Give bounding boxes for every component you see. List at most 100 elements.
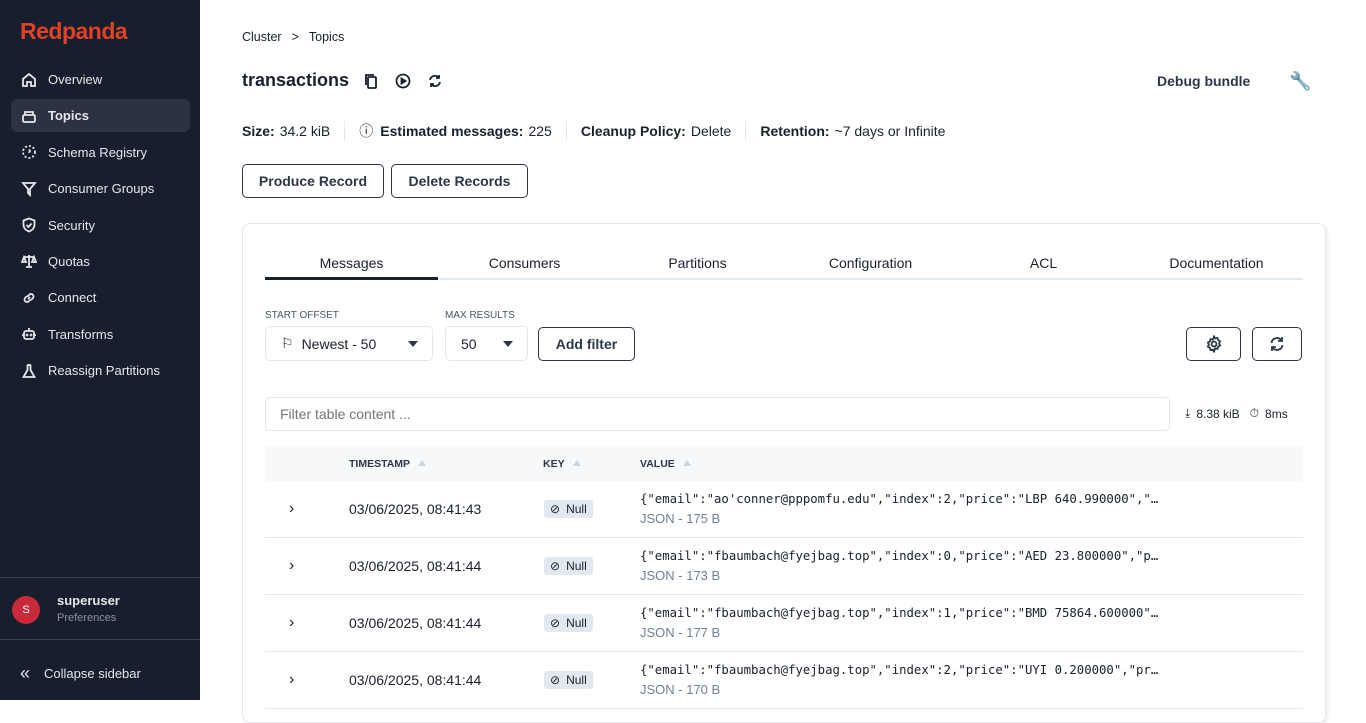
- tab-configuration[interactable]: Configuration: [828, 255, 913, 271]
- sidebar-item-connect[interactable]: Connect: [11, 281, 190, 314]
- filter-table-input[interactable]: [265, 397, 1170, 431]
- sort-icon: [682, 460, 691, 466]
- column-value[interactable]: VALUE: [640, 458, 691, 470]
- delete-records-button[interactable]: Delete Records: [391, 164, 528, 198]
- value-meta: JSON - 177 B: [640, 625, 721, 640]
- key-badge: ⊘ Null: [544, 500, 593, 518]
- settings-button[interactable]: [1186, 327, 1241, 361]
- flag-icon: ⚐: [281, 335, 294, 351]
- value-cell: {"email":"fbaumbach@fyejbag.top","index"…: [640, 549, 1159, 563]
- sidebar-item-label: Overview: [48, 72, 103, 87]
- stat-cleanup-policy: Cleanup Policy: Delete: [581, 121, 747, 141]
- tab-list: Messages Consumers Partitions Configurat…: [265, 244, 1303, 280]
- sidebar-item-label: Consumer Groups: [48, 181, 155, 197]
- topic-stats: Size: 34.2 kiB ⓘ Estimated messages: 225 Cl…: [242, 121, 973, 141]
- sort-icon: [572, 460, 581, 466]
- table-row[interactable]: › 03/06/2025, 08:41:44 ⊘ Null {"email":"f…: [265, 538, 1303, 595]
- sidebar-item-security[interactable]: Security: [11, 209, 190, 242]
- expand-chevron-icon[interactable]: ›: [289, 500, 295, 517]
- start-offset-select[interactable]: ⚐ Newest - 50: [265, 326, 433, 361]
- sort-icon: [418, 460, 427, 466]
- tab-documentation[interactable]: Documentation: [1169, 255, 1264, 271]
- stopwatch-icon: ⏱: [1249, 406, 1260, 420]
- timestamp-cell: 03/06/2025, 08:41:43: [349, 501, 482, 517]
- sidebar-item-reassign-partitions[interactable]: Reassign Partitions: [11, 354, 190, 387]
- expand-chevron-icon[interactable]: ›: [289, 614, 295, 631]
- filter-icon: [21, 181, 37, 197]
- expand-chevron-icon[interactable]: ›: [289, 557, 295, 574]
- value-meta: JSON - 173 B: [640, 568, 721, 583]
- tab-acl[interactable]: ACL: [1029, 255, 1058, 271]
- value-cell: {"email":"fbaumbach@fyejbag.top","index"…: [640, 663, 1159, 677]
- table-row[interactable]: › 03/06/2025, 08:41:44 ⊘ Null {"email":"f…: [265, 652, 1303, 709]
- breadcrumb-topics[interactable]: Topics: [308, 30, 345, 44]
- sidebar-item-label: Reassign Partitions: [48, 363, 160, 379]
- wrench-icon[interactable]: 🔧: [1289, 71, 1312, 91]
- sidebar-item-label: Connect: [48, 290, 97, 306]
- sidebar-item-overview[interactable]: Overview: [11, 63, 190, 96]
- column-key[interactable]: KEY: [543, 458, 581, 470]
- sidebar-nav: Overview Topics Schema Registry Consumer…: [11, 63, 190, 391]
- stat-size: Size: 34.2 kiB: [242, 121, 346, 141]
- sidebar-item-transforms[interactable]: Transforms: [11, 318, 190, 351]
- preferences-link[interactable]: Preferences: [57, 612, 117, 624]
- page-title-row: transactions: [242, 70, 445, 91]
- page-title: transactions: [242, 70, 350, 90]
- caret-down-icon: [503, 341, 513, 347]
- key-badge: ⊘ Null: [544, 557, 593, 575]
- flask-icon: [21, 363, 37, 378]
- debug-bundle-button[interactable]: Debug bundle: [1157, 73, 1251, 89]
- sidebar-item-quotas[interactable]: Quotas: [11, 245, 190, 278]
- timestamp-cell: 03/06/2025, 08:41:44: [349, 672, 482, 688]
- value-meta: JSON - 175 B: [640, 511, 721, 526]
- refresh-button[interactable]: [1252, 327, 1302, 361]
- play-icon[interactable]: [393, 71, 413, 91]
- tab-messages[interactable]: Messages: [265, 244, 438, 280]
- max-results-select[interactable]: 50: [445, 326, 528, 361]
- sidebar-item-label: Quotas: [48, 253, 90, 269]
- collapse-sidebar-button[interactable]: « Collapse sidebar: [20, 664, 141, 682]
- tab-partitions[interactable]: Partitions: [668, 255, 727, 271]
- sidebar: Redpanda Overview Topics Schema Registry…: [0, 0, 200, 700]
- table-header: TIMESTAMP KEY VALUE: [265, 446, 1303, 481]
- schema-icon: [22, 145, 36, 160]
- shield-icon: [22, 217, 36, 233]
- expand-chevron-icon[interactable]: ›: [289, 671, 295, 688]
- sidebar-item-label: Security: [48, 217, 95, 233]
- stat-retention: Retention: ~7 days or Infinite: [760, 123, 946, 139]
- redpanda-logo[interactable]: Redpanda: [20, 18, 128, 44]
- tab-consumers[interactable]: Consumers: [488, 255, 561, 271]
- caret-down-icon: [408, 341, 418, 347]
- robot-icon: [22, 328, 36, 341]
- breadcrumb: Cluster > Topics: [242, 30, 344, 44]
- column-timestamp[interactable]: TIMESTAMP: [349, 458, 427, 470]
- gear-icon: [1206, 335, 1221, 353]
- home-icon: [22, 72, 36, 87]
- result-meta: ⤓ 8.38 kiB ⏱ 8ms: [1185, 406, 1288, 421]
- messages-table: TIMESTAMP KEY VALUE › 03/06/2025, 08:41:…: [265, 446, 1303, 709]
- key-badge: ⊘ Null: [544, 671, 593, 689]
- refresh-icon[interactable]: [425, 71, 445, 91]
- breadcrumb-cluster[interactable]: Cluster: [242, 30, 282, 44]
- copy-icon[interactable]: [361, 71, 381, 91]
- sidebar-item-topics[interactable]: Topics: [11, 99, 190, 133]
- user-menu[interactable]: S superuser Preferences: [0, 577, 200, 640]
- null-icon: ⊘: [550, 559, 561, 573]
- key-badge: ⊘ Null: [544, 614, 593, 632]
- add-filter-button[interactable]: Add filter: [538, 327, 635, 361]
- produce-record-button[interactable]: Produce Record: [242, 164, 384, 198]
- max-results-label: MAX RESULTS: [445, 310, 515, 321]
- sidebar-item-schema-registry[interactable]: Schema Registry: [11, 136, 190, 169]
- scale-icon: [21, 255, 37, 269]
- table-row[interactable]: › 03/06/2025, 08:41:43 ⊘ Null {"email":"a…: [265, 481, 1303, 538]
- main-content: Cluster > Topics transactions Debug bund…: [200, 0, 1366, 723]
- stat-estimated-messages: ⓘ Estimated messages: 225: [359, 121, 567, 141]
- null-icon: ⊘: [550, 616, 561, 630]
- null-icon: ⊘: [550, 673, 561, 687]
- info-icon[interactable]: ⓘ: [359, 123, 374, 139]
- sidebar-item-consumer-groups[interactable]: Consumer Groups: [11, 172, 190, 205]
- sidebar-item-label: Schema Registry: [48, 144, 147, 160]
- timestamp-cell: 03/06/2025, 08:41:44: [349, 558, 482, 574]
- table-row[interactable]: › 03/06/2025, 08:41:44 ⊘ Null {"email":"f…: [265, 595, 1303, 652]
- null-icon: ⊘: [550, 502, 561, 516]
